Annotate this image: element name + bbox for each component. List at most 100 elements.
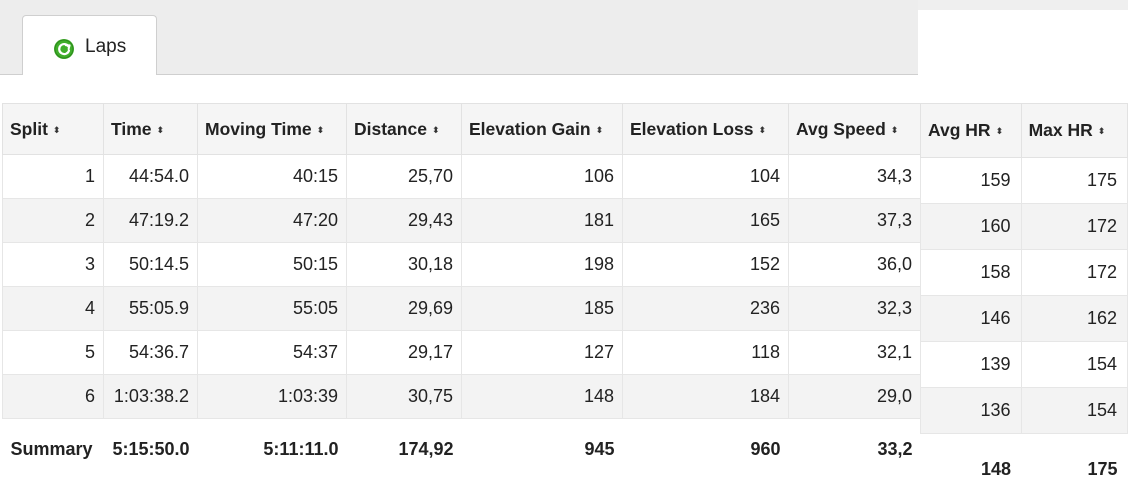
split-cell: 4 [2, 286, 104, 331]
avg-hr-cell: 146 [920, 295, 1022, 342]
avg-hr-cell: 139 [920, 341, 1022, 388]
table-row: 136 154 [920, 387, 1128, 434]
distance-cell: 29,17 [346, 330, 462, 375]
column-header-avg-speed[interactable]: Avg Speed ⬍ [788, 103, 921, 155]
summary-row: 148 175 [920, 433, 1128, 492]
elevation-gain-cell: 198 [461, 242, 623, 287]
split-cell: 6 [2, 374, 104, 419]
sort-icon: ⬍ [1097, 126, 1106, 136]
table-row: 139 154 [920, 341, 1128, 388]
max-hr-cell: 172 [1020, 249, 1128, 296]
moving-time-cell: 47:20 [197, 198, 347, 243]
column-header-label: Split [10, 118, 48, 139]
split-cell: 5 [2, 330, 104, 375]
elevation-loss-cell: 165 [622, 198, 789, 243]
column-header-split[interactable]: Split ⬍ [2, 103, 104, 155]
max-hr-cell: 154 [1020, 341, 1128, 388]
column-header-elevation-loss[interactable]: Elevation Loss ⬍ [622, 103, 789, 155]
sort-icon: ⬍ [431, 124, 440, 135]
column-header-label: Time [111, 118, 152, 139]
distance-cell: 29,69 [346, 286, 462, 331]
table-row: 146 162 [920, 295, 1128, 342]
column-header-time[interactable]: Time ⬍ [103, 103, 198, 155]
elevation-gain-cell: 185 [461, 286, 623, 331]
column-header-label: Max HR [1028, 120, 1093, 140]
hr-header-row: Avg HR ⬍ Max HR ⬍ [920, 103, 1128, 158]
elevation-gain-cell: 127 [461, 330, 623, 375]
tab-laps[interactable]: Laps [22, 15, 157, 75]
sort-icon: ⬍ [890, 124, 899, 135]
column-header-label: Avg Speed [796, 118, 886, 139]
sort-icon: ⬍ [758, 124, 767, 135]
column-header-max-hr[interactable]: Max HR ⬍ [1020, 103, 1128, 158]
sort-icon: ⬍ [52, 124, 61, 135]
tab-laps-label: Laps [85, 36, 127, 57]
avg-hr-cell: 136 [920, 387, 1022, 434]
distance-cell: 30,18 [346, 242, 462, 287]
split-cell: 2 [2, 198, 104, 243]
time-cell: 50:14.5 [103, 242, 198, 287]
elevation-gain-cell: 181 [461, 198, 623, 243]
summary-row: Summary 5:15:50.0 5:11:11.0 174,92 945 9… [2, 418, 921, 481]
summary-avg-hr: 148 [920, 433, 1022, 492]
summary-moving-time: 5:11:11.0 [197, 418, 347, 481]
sort-icon: ⬍ [316, 124, 325, 135]
moving-time-cell: 55:05 [197, 286, 347, 331]
table-row: 4 55:05.9 55:05 29,69 185 236 32,3 [2, 286, 921, 331]
time-cell: 1:03:38.2 [103, 374, 198, 419]
sort-icon: ⬍ [995, 126, 1004, 136]
moving-time-cell: 1:03:39 [197, 374, 347, 419]
avg-hr-cell: 160 [920, 203, 1022, 250]
max-hr-cell: 162 [1020, 295, 1128, 342]
distance-cell: 29,43 [346, 198, 462, 243]
avg-speed-cell: 36,0 [788, 242, 921, 287]
max-hr-cell: 175 [1020, 157, 1128, 204]
time-cell: 55:05.9 [103, 286, 198, 331]
time-cell: 44:54.0 [103, 154, 198, 199]
summary-label: Summary [2, 418, 104, 481]
sort-icon: ⬍ [595, 124, 604, 135]
laps-table: Split ⬍ Time ⬍ Moving Time ⬍ Distance ⬍ Elev… [2, 103, 921, 481]
table-row: 159 175 [920, 157, 1128, 204]
laps-header-row: Split ⬍ Time ⬍ Moving Time ⬍ Distance ⬍ Elev… [2, 103, 921, 155]
elevation-gain-cell: 148 [461, 374, 623, 419]
table-row: 6 1:03:38.2 1:03:39 30,75 148 184 29,0 [2, 374, 921, 419]
table-row: 2 47:19.2 47:20 29,43 181 165 37,3 [2, 198, 921, 243]
column-header-elevation-gain[interactable]: Elevation Gain ⬍ [461, 103, 623, 155]
summary-distance: 174,92 [346, 418, 462, 481]
column-header-label: Distance [354, 118, 427, 139]
elevation-loss-cell: 184 [622, 374, 789, 419]
summary-max-hr: 175 [1021, 433, 1128, 492]
refresh-icon [54, 39, 74, 59]
table-row: 3 50:14.5 50:15 30,18 198 152 36,0 [2, 242, 921, 287]
sort-icon: ⬍ [156, 124, 165, 135]
avg-speed-cell: 32,3 [788, 286, 921, 331]
column-header-label: Elevation Gain [469, 118, 591, 139]
table-row: 160 172 [920, 203, 1128, 250]
distance-cell: 25,70 [346, 154, 462, 199]
avg-speed-cell: 32,1 [788, 330, 921, 375]
column-header-label: Elevation Loss [630, 118, 754, 139]
table-row: 1 44:54.0 40:15 25,70 106 104 34,3 [2, 154, 921, 199]
column-header-moving-time[interactable]: Moving Time ⬍ [197, 103, 347, 155]
table-row: 5 54:36.7 54:37 29,17 127 118 32,1 [2, 330, 921, 375]
moving-time-cell: 50:15 [197, 242, 347, 287]
elevation-loss-cell: 152 [622, 242, 789, 287]
split-cell: 1 [2, 154, 104, 199]
elevation-loss-cell: 236 [622, 286, 789, 331]
moving-time-cell: 40:15 [197, 154, 347, 199]
max-hr-cell: 154 [1020, 387, 1128, 434]
max-hr-cell: 172 [1020, 203, 1128, 250]
avg-speed-cell: 29,0 [788, 374, 921, 419]
summary-elevation-loss: 960 [622, 418, 789, 481]
column-header-distance[interactable]: Distance ⬍ [346, 103, 462, 155]
avg-hr-cell: 158 [920, 249, 1022, 296]
column-header-avg-hr[interactable]: Avg HR ⬍ [920, 103, 1022, 158]
summary-time: 5:15:50.0 [103, 418, 198, 481]
avg-speed-cell: 34,3 [788, 154, 921, 199]
tab-bar-right [918, 0, 1128, 10]
elevation-loss-cell: 118 [622, 330, 789, 375]
column-header-label: Moving Time [205, 118, 312, 139]
avg-hr-cell: 159 [920, 157, 1022, 204]
heart-rate-table: Avg HR ⬍ Max HR ⬍ 159 175 160 172 158 172 … [920, 103, 1128, 492]
